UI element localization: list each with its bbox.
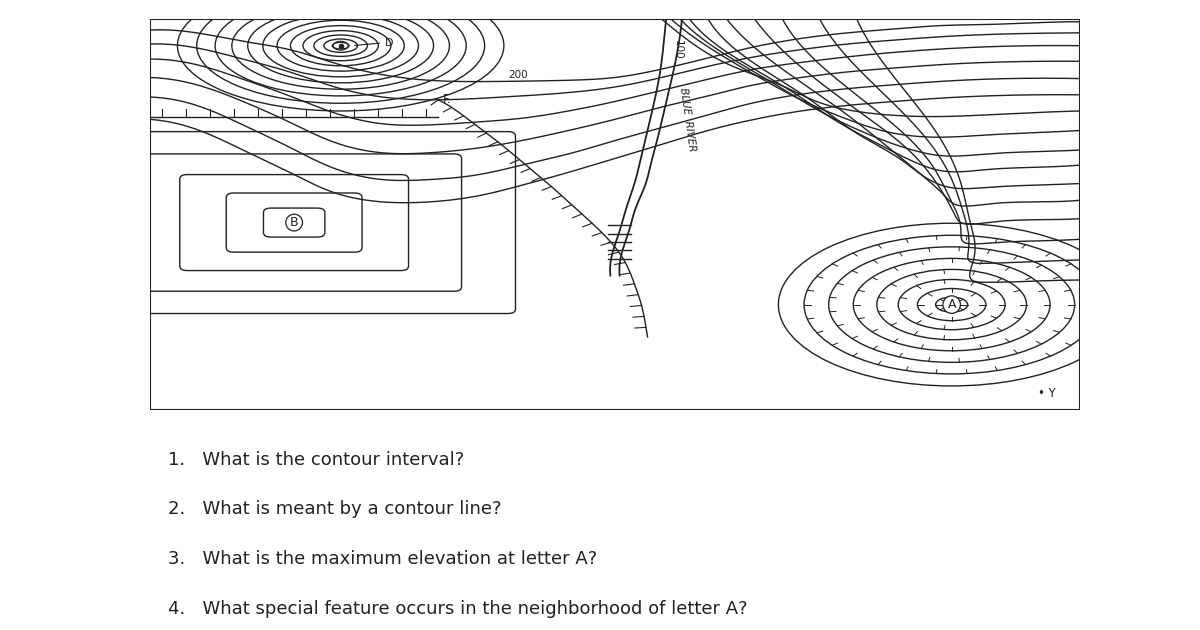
- Text: D: D: [385, 38, 394, 49]
- Text: 4.   What special feature occurs in the neighborhood of letter A?: 4. What special feature occurs in the ne…: [168, 600, 748, 618]
- Text: 100: 100: [673, 40, 683, 59]
- Text: 3.   What is the maximum elevation at letter A?: 3. What is the maximum elevation at lett…: [168, 551, 598, 568]
- Text: 2.   What is meant by a contour line?: 2. What is meant by a contour line?: [168, 500, 502, 518]
- Text: 1.   What is the contour interval?: 1. What is the contour interval?: [168, 450, 464, 469]
- Text: BLUE  RIVER: BLUE RIVER: [678, 87, 697, 152]
- Text: A: A: [948, 298, 956, 311]
- Text: B: B: [290, 216, 299, 229]
- Text: F.: F.: [443, 93, 451, 106]
- Text: • Y: • Y: [1038, 387, 1056, 400]
- Text: 200: 200: [508, 70, 528, 80]
